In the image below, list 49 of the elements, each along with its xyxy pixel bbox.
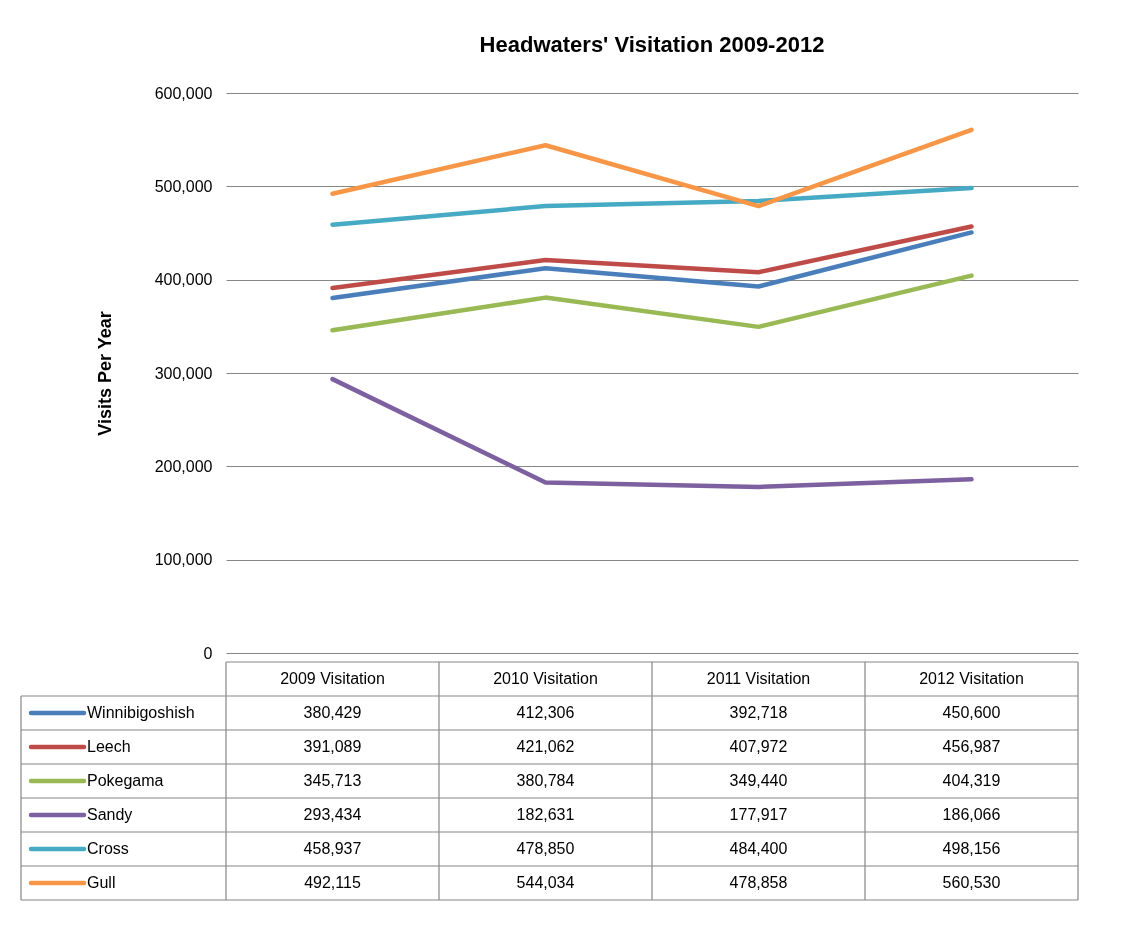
legend-label: Cross <box>87 840 129 857</box>
data-label: 492,115 <box>304 874 361 891</box>
data-label: 478,850 <box>516 840 575 857</box>
y-tick-label: 200,000 <box>154 457 213 475</box>
x-tick-label: 2012 Visitation <box>919 670 1024 687</box>
x-tick-label: 2009 Visitation <box>280 670 385 687</box>
y-axis-title: Visits Per Year <box>94 311 115 436</box>
x-tick-label: 2010 Visitation <box>493 670 598 687</box>
legend-label: Leech <box>87 738 131 755</box>
y-tick-label: 500,000 <box>154 177 213 195</box>
data-label: 380,429 <box>303 704 362 721</box>
data-label: 544,034 <box>516 874 575 891</box>
chart-title: Headwaters' Visitation 2009-2012 <box>479 32 825 57</box>
data-label: 391,089 <box>303 738 362 755</box>
line-series <box>330 185 974 227</box>
line-series <box>330 230 974 301</box>
data-label: 182,631 <box>516 806 575 823</box>
legend-label: Pokegama <box>87 772 164 789</box>
y-tick-label: 300,000 <box>154 364 213 382</box>
y-tick-label: 0 <box>203 644 213 662</box>
y-tick-label: 400,000 <box>154 271 213 289</box>
line-series <box>330 273 974 333</box>
line-series <box>330 376 974 490</box>
legend-label: Gull <box>87 874 116 891</box>
data-label: 407,972 <box>729 738 788 755</box>
data-label: 392,718 <box>729 704 788 721</box>
data-label: 293,434 <box>303 806 362 823</box>
data-label: 345,713 <box>303 772 362 789</box>
line-series <box>330 127 974 209</box>
legend-label: Sandy <box>87 806 133 823</box>
data-label: 450,600 <box>942 704 1001 721</box>
data-label: 478,858 <box>729 874 788 891</box>
x-tick-label: 2011 Visitation <box>706 670 811 687</box>
data-label: 412,306 <box>516 704 575 721</box>
data-label: 560,530 <box>942 874 1001 891</box>
data-label: 498,156 <box>942 840 1001 857</box>
data-label: 177,917 <box>729 806 788 823</box>
line-series <box>330 224 974 291</box>
y-tick-label: 600,000 <box>154 84 213 102</box>
data-label: 380,784 <box>516 772 575 789</box>
data-label: 186,066 <box>942 806 1001 823</box>
data-label: 456,987 <box>942 738 1001 755</box>
y-tick-label: 100,000 <box>154 551 213 569</box>
data-label: 349,440 <box>729 772 788 789</box>
legend-label: Winnibigoshish <box>87 704 195 721</box>
data-label: 458,937 <box>303 840 362 857</box>
data-label: 404,319 <box>942 772 1001 789</box>
data-label: 484,400 <box>729 840 788 857</box>
data-label: 421,062 <box>516 738 575 755</box>
